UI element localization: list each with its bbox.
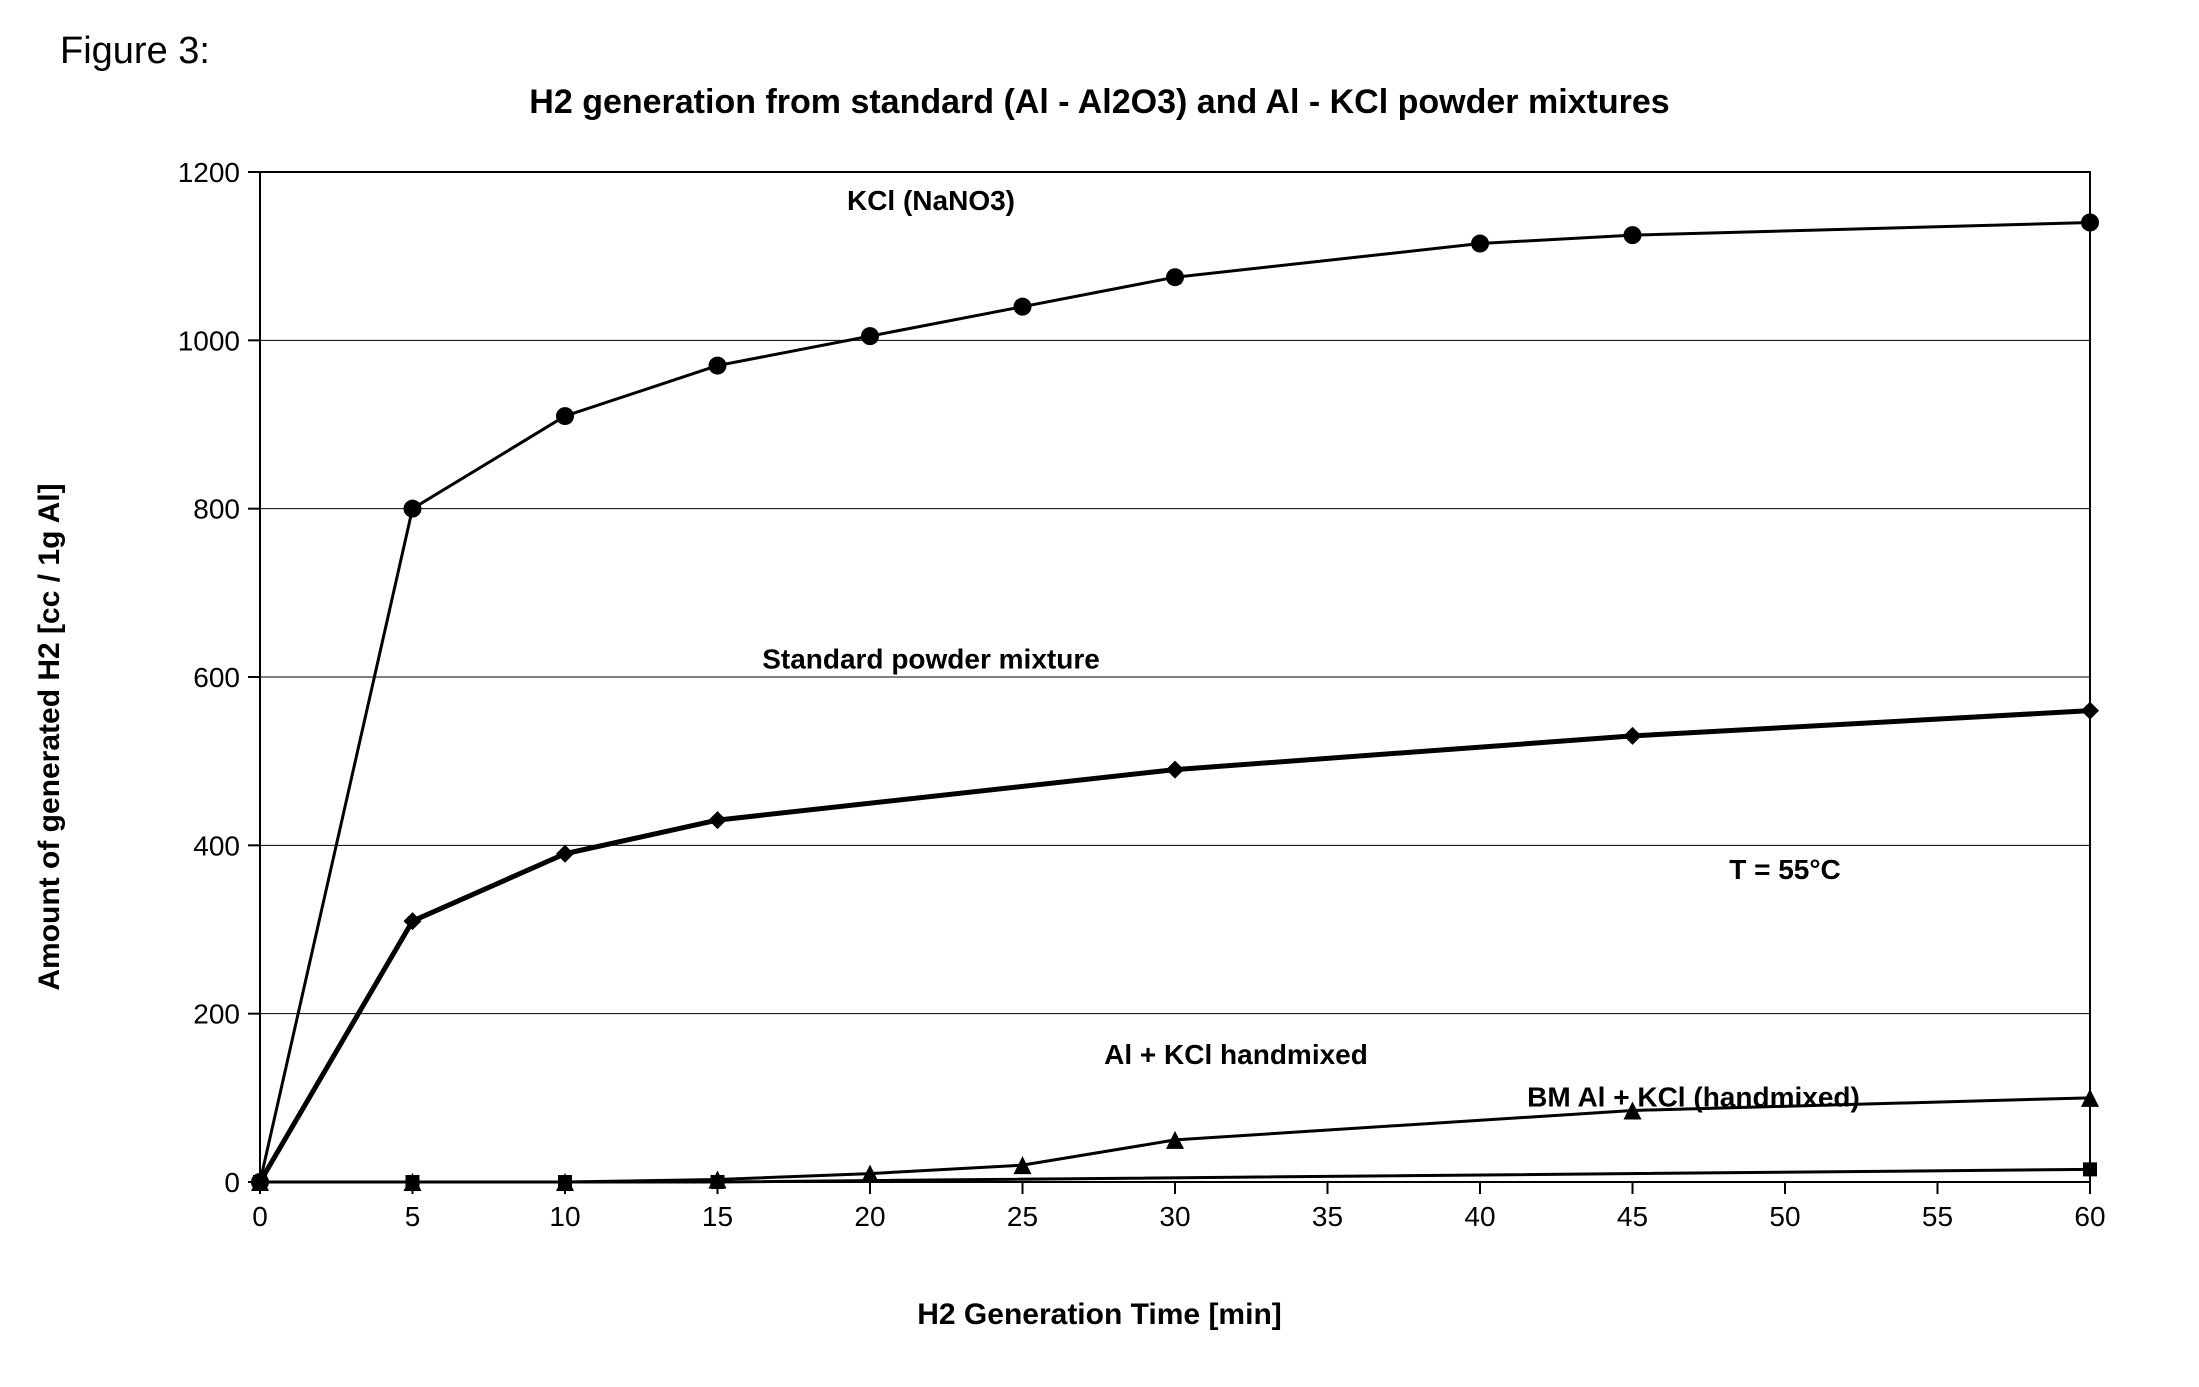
y-tick-label: 200 bbox=[193, 999, 240, 1030]
chart-title: H2 generation from standard (Al - Al2O3)… bbox=[60, 83, 2139, 122]
marker-circle bbox=[708, 357, 726, 375]
x-tick-label: 10 bbox=[549, 1201, 580, 1232]
chart-container: Amount of generated H2 [cc / 1g Al] 0200… bbox=[70, 152, 2130, 1322]
y-tick-label: 1200 bbox=[177, 157, 239, 188]
x-tick-label: 0 bbox=[252, 1201, 268, 1232]
y-axis-label: Amount of generated H2 [cc / 1g Al] bbox=[33, 483, 67, 990]
x-tick-label: 15 bbox=[701, 1201, 732, 1232]
x-axis-label: H2 Generation Time [min] bbox=[917, 1298, 1282, 1332]
x-tick-label: 45 bbox=[1616, 1201, 1647, 1232]
x-tick-label: 30 bbox=[1159, 1201, 1190, 1232]
x-tick-label: 50 bbox=[1769, 1201, 1800, 1232]
marker-square bbox=[405, 1175, 419, 1189]
y-tick-label: 800 bbox=[193, 494, 240, 525]
y-tick-label: 0 bbox=[224, 1167, 240, 1198]
marker-circle bbox=[1471, 235, 1489, 253]
marker-square bbox=[558, 1175, 572, 1189]
marker-square bbox=[253, 1175, 267, 1189]
x-tick-label: 20 bbox=[854, 1201, 885, 1232]
x-tick-label: 5 bbox=[404, 1201, 420, 1232]
x-tick-label: 35 bbox=[1311, 1201, 1342, 1232]
marker-square bbox=[710, 1175, 724, 1189]
page: Figure 3: H2 generation from standard (A… bbox=[0, 0, 2199, 1387]
x-tick-label: 55 bbox=[1921, 1201, 1952, 1232]
y-tick-label: 1000 bbox=[177, 325, 239, 356]
marker-circle bbox=[403, 500, 421, 518]
x-tick-label: 60 bbox=[2074, 1201, 2105, 1232]
marker-circle bbox=[1166, 268, 1184, 286]
series-label: Al + KCl handmixed bbox=[1104, 1039, 1368, 1070]
marker-circle bbox=[861, 327, 879, 345]
x-tick-label: 40 bbox=[1464, 1201, 1495, 1232]
marker-circle bbox=[1623, 226, 1641, 244]
marker-circle bbox=[1013, 298, 1031, 316]
figure-label: Figure 3: bbox=[60, 30, 2139, 73]
series-label: BM Al + KCl (handmixed) bbox=[1527, 1081, 1860, 1112]
series-label: Standard powder mixture bbox=[762, 644, 1100, 675]
chart-svg: 0 200 400 600 800 1000 1200 0 5 10 15 20 25 30 35 40 45 5… bbox=[70, 152, 2130, 1272]
y-tick-label: 400 bbox=[193, 830, 240, 861]
x-tick-label: 25 bbox=[1006, 1201, 1037, 1232]
marker-square bbox=[2083, 1162, 2097, 1176]
marker-circle bbox=[556, 407, 574, 425]
series-label: KCl (NaNO3) bbox=[846, 185, 1014, 216]
temperature-annotation: T = 55°C bbox=[1729, 854, 1841, 885]
marker-circle bbox=[2081, 214, 2099, 232]
y-tick-label: 600 bbox=[193, 662, 240, 693]
